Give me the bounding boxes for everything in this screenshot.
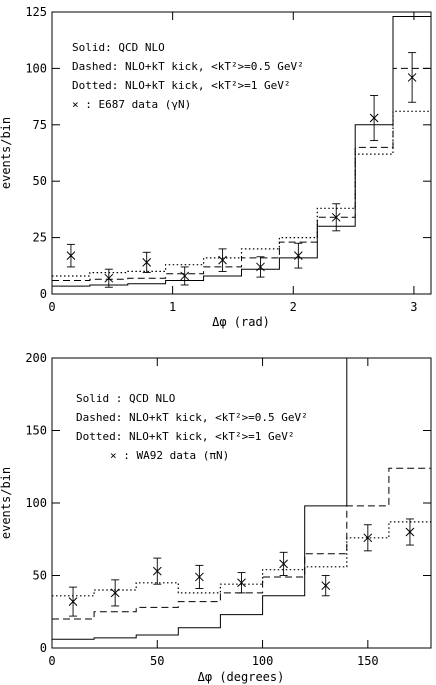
bottom-data-point (279, 551, 288, 576)
bottom-data-point (152, 557, 162, 585)
bottom-x-axis-label: Δφ (degrees) (198, 670, 285, 684)
top-data-point (369, 95, 379, 142)
bottom-series (52, 357, 431, 640)
bottom-legend-data: × : WA92 data (πN) (110, 449, 229, 462)
bottom-data-point (68, 586, 78, 617)
bottom-y-tick-label: 200 (25, 351, 47, 365)
bottom-x-tick-label: 0 (48, 654, 55, 668)
bottom-dashed-histogram (52, 467, 431, 620)
top-series (52, 16, 431, 288)
top-data-point (331, 203, 341, 232)
bottom-data-point (237, 572, 246, 594)
bottom-data-point (195, 564, 204, 589)
bottom-x-tick-label: 100 (252, 654, 274, 668)
bottom-panel: 0 50 100 150 0 50 100 150 200 Solid : QCD NLO D… (0, 351, 432, 684)
top-plot-frame (51, 11, 432, 295)
top-data-point (142, 251, 152, 274)
top-dotted-histogram (52, 110, 431, 277)
bottom-y-axis-label: events/bin (0, 467, 13, 539)
top-legend: Solid: QCD NLO Dashed: NLO+kT kick, <kT²… (72, 41, 304, 111)
bottom-solid-histogram (52, 357, 431, 640)
top-y-axis-label: events/bin (0, 117, 13, 189)
bottom-data-point (405, 518, 415, 546)
top-y-tick-label: 100 (25, 61, 47, 75)
top-legend-data: × : E687 data (γN) (72, 98, 191, 111)
top-data-point (407, 52, 417, 103)
bottom-legend-dashed: Dashed: NLO+kT kick, <kT²>=0.5 GeV² (76, 411, 308, 424)
bottom-legend-solid: Solid : QCD NLO (76, 392, 175, 405)
top-x-tick-label: 0 (48, 300, 55, 314)
bottom-data-point (363, 524, 373, 552)
top-y-tick-label: 125 (25, 5, 47, 19)
bottom-y-tick-label: 150 (25, 424, 47, 438)
bottom-x-ticks: 0 50 100 150 (48, 358, 379, 668)
bottom-legend: Solid : QCD NLO Dashed: NLO+kT kick, <kT… (76, 392, 308, 462)
bottom-x-tick-label: 50 (150, 654, 164, 668)
top-y-tick-label: 25 (33, 231, 47, 245)
top-x-tick-label: 1 (169, 300, 176, 314)
top-data-point (66, 243, 76, 268)
bottom-x-tick-label: 150 (357, 654, 379, 668)
top-legend-dashed: Dashed: NLO+kT kick, <kT²>=0.5 GeV² (72, 60, 304, 73)
top-data-point (180, 266, 190, 286)
bottom-y-tick-label: 100 (25, 496, 47, 510)
top-x-tick-label: 2 (290, 300, 297, 314)
top-panel: 0 1 2 3 0 25 50 75 100 125 Solid: QCD NLO Dashed… (0, 5, 432, 329)
top-x-ticks: 0 1 2 3 (48, 12, 418, 314)
top-data-point (104, 268, 114, 288)
top-y-tick-label: 75 (33, 118, 47, 132)
top-data-point (256, 256, 265, 278)
bottom-data-point (321, 575, 331, 597)
top-data-point (293, 242, 303, 269)
top-legend-solid: Solid: QCD NLO (72, 41, 165, 54)
bottom-data-point (110, 579, 120, 607)
bottom-y-tick-label: 50 (33, 569, 47, 583)
top-legend-dotted: Dotted: NLO+kT kick, <kT²>=1 GeV² (72, 79, 291, 92)
top-y-tick-label: 50 (33, 174, 47, 188)
top-y-tick-label: 0 (40, 287, 47, 301)
bottom-y-ticks: 0 50 100 150 200 (25, 351, 431, 655)
top-x-axis-label: Δφ (rad) (212, 315, 270, 329)
bottom-legend-dotted: Dotted: NLO+kT kick, <kT²>=1 GeV² (76, 430, 295, 443)
top-data-point (218, 248, 227, 272)
top-solid-histogram (52, 16, 431, 287)
top-x-tick-label: 3 (410, 300, 417, 314)
bottom-y-tick-label: 0 (40, 641, 47, 655)
